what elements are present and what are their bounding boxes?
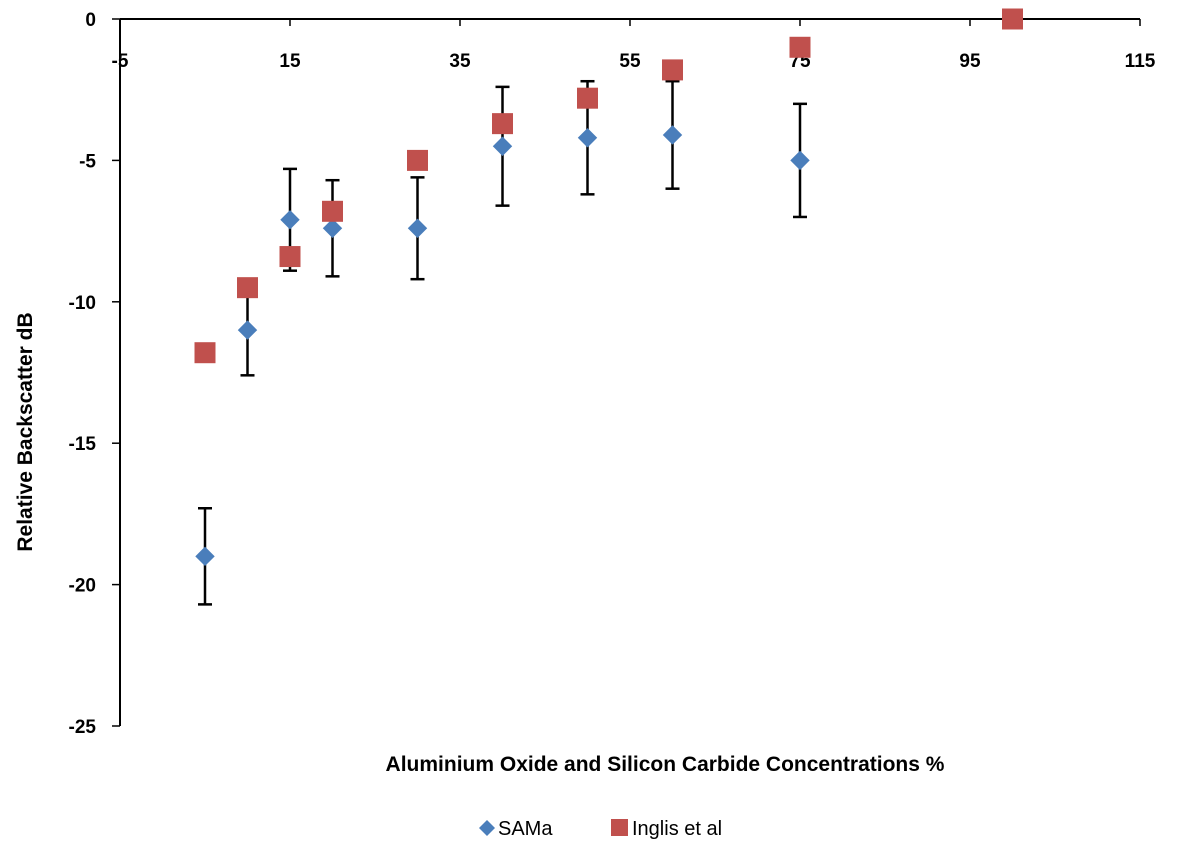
inglis-point — [1002, 8, 1023, 30]
x-tick-label: 35 — [449, 51, 471, 72]
y-tick-label: -15 — [69, 434, 97, 455]
inglis-point — [194, 342, 216, 364]
legend-marker-diamond — [479, 820, 495, 836]
y-axis-title: Relative Backscatter dB — [14, 312, 37, 551]
x-tick-label: -5 — [112, 51, 129, 72]
inglis-point — [789, 36, 811, 58]
sama-point — [195, 546, 215, 567]
y-tick-label: -10 — [69, 293, 96, 314]
y-tick-label: -25 — [69, 717, 97, 738]
inglis-point — [407, 149, 428, 171]
inglis-point — [577, 87, 598, 109]
legend: SAMa Inglis et al — [479, 818, 722, 840]
inglis-point — [662, 59, 683, 81]
inglis-point — [237, 277, 258, 299]
x-tick-label: 95 — [959, 51, 981, 72]
legend-label-inglis: Inglis et al — [632, 818, 722, 840]
x-tick-label: 15 — [279, 51, 301, 72]
y-tick-label: 0 — [85, 10, 96, 31]
sama-point — [407, 218, 428, 238]
axes: 0-5-10-15-20-25-5 15 35 55 75 95 115 — [69, 10, 1156, 738]
inglis-point — [279, 246, 301, 268]
legend-item-sama: SAMa — [479, 818, 553, 840]
legend-marker-square — [611, 819, 628, 836]
sama-point — [237, 320, 258, 340]
inglis-point — [322, 200, 343, 222]
sama-point — [322, 218, 343, 238]
sama-point — [577, 128, 598, 148]
data-markers — [194, 8, 1023, 567]
sama-point — [280, 210, 300, 230]
legend-item-inglis: Inglis et al — [611, 818, 722, 840]
sama-point — [492, 136, 513, 156]
inglis-point — [492, 113, 513, 135]
x-axis-title: Aluminium Oxide and Silicon Carbide Conc… — [386, 753, 945, 776]
error-bars — [198, 79, 807, 606]
sama-point — [790, 150, 810, 171]
x-tick-label: 115 — [1125, 51, 1156, 72]
legend-label-sama: SAMa — [498, 818, 553, 840]
x-tick-label: 55 — [619, 51, 641, 72]
y-tick-label: -20 — [69, 576, 96, 597]
sama-point — [662, 125, 683, 145]
y-tick-label: -5 — [79, 151, 96, 172]
